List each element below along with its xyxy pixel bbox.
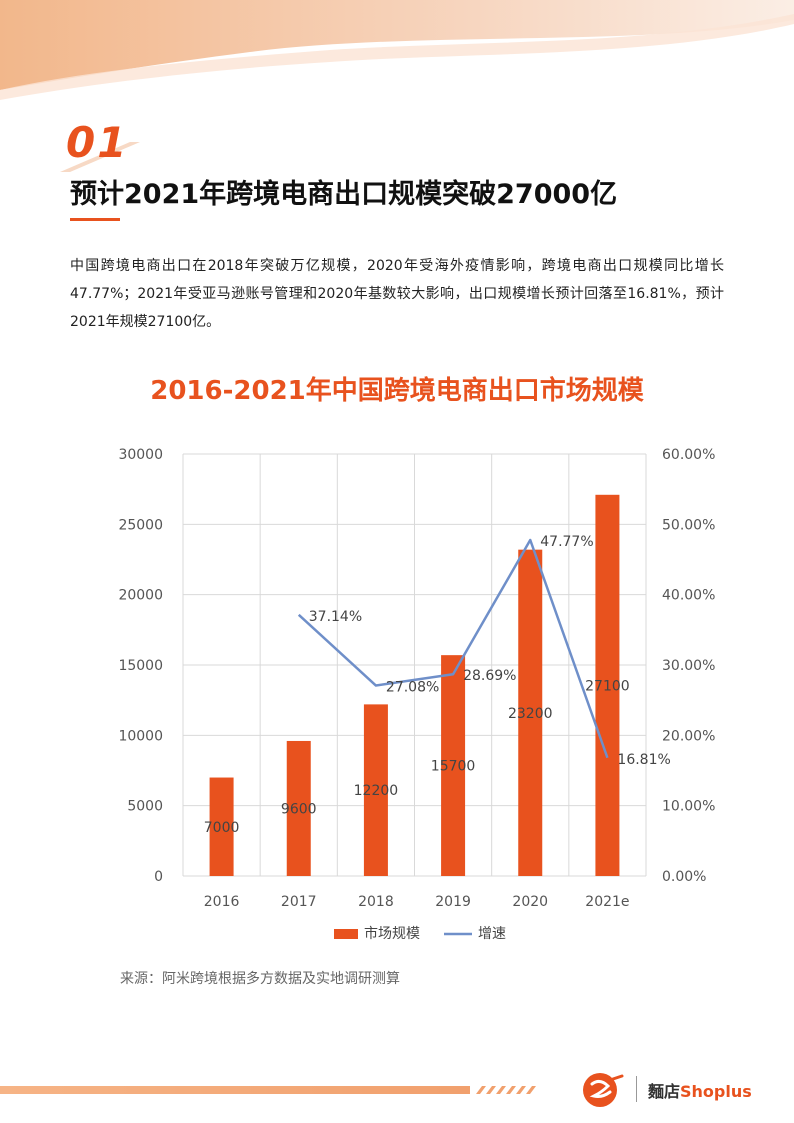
legend-label-bar: 市场规模 [364, 925, 420, 942]
brand-logo-icon [583, 1073, 624, 1107]
bar-value-label: 7000 [204, 820, 240, 836]
x-tick-label: 2019 [435, 894, 471, 910]
body-paragraph: 中国跨境电商出口在2018年突破万亿规模，2020年受海外疫情影响，跨境电商出口… [70, 258, 724, 330]
bar [286, 740, 311, 876]
growth-line [297, 538, 609, 759]
footer-brand-cn: 麵店 [648, 1082, 681, 1101]
y-left-tick-label: 25000 [118, 517, 163, 533]
legend-label-line: 增速 [478, 926, 506, 942]
source-note: 来源：阿米跨境根据多方数据及实地调研测算 [120, 971, 400, 987]
bar-value-label: 9600 [281, 801, 317, 817]
heading-underline [70, 218, 120, 221]
y-right-tick-label: 30.00% [662, 658, 715, 674]
bar-value-label: 15700 [431, 759, 476, 775]
y-left-tick-label: 20000 [118, 588, 163, 604]
line-value-label: 27.08% [386, 680, 439, 696]
x-tick-label: 2018 [358, 894, 394, 910]
x-tick-label: 2017 [281, 894, 317, 910]
y-left-tick-label: 0 [154, 869, 163, 885]
line-value-label: 37.14% [309, 609, 362, 625]
y-left-tick-label: 10000 [118, 728, 163, 744]
section-heading: 预计2021年跨境电商出口规模突破27000亿 [70, 179, 618, 210]
y-right-tick-label: 20.00% [662, 728, 715, 744]
footer-bar [0, 1086, 536, 1094]
x-tick-label: 2016 [204, 894, 240, 910]
bar-value-label: 23200 [508, 706, 553, 722]
y-left-tick-label: 15000 [118, 658, 163, 674]
bar [518, 549, 543, 876]
bar [363, 704, 388, 876]
section-number-stripe [60, 142, 140, 172]
y-left-tick-label: 30000 [118, 447, 163, 463]
y-right-tick-label: 10.00% [662, 799, 715, 815]
market-size-chart: 0 5000 10000 15000 20000 25000 30000 0.00% 10.00… [118, 447, 715, 942]
y-right-tick-label: 50.00% [662, 517, 715, 533]
section-number: 01 [66, 118, 129, 167]
y-right-tick-label: 0.00% [662, 869, 706, 885]
chart-title: 2016-2021年中国跨境电商出口市场规模 [150, 376, 644, 406]
top-wave-decoration [0, 0, 794, 100]
legend-swatch-bar [334, 929, 358, 939]
y-left-tick-label: 5000 [127, 799, 163, 815]
line-value-label: 47.77% [540, 534, 593, 550]
y-right-tick-label: 40.00% [662, 588, 715, 604]
bar-value-label: 12200 [354, 783, 399, 799]
bar-value-label: 27100 [585, 678, 630, 694]
bar [441, 655, 466, 876]
line-value-label: 28.69% [463, 668, 516, 684]
footer-brand-en: Shoplus [680, 1082, 752, 1101]
bar [595, 494, 620, 876]
x-tick-label: 2020 [512, 894, 548, 910]
x-tick-label: 2021e [585, 894, 629, 910]
bar [209, 777, 234, 876]
y-right-tick-label: 60.00% [662, 447, 715, 463]
line-value-label: 16.81% [617, 752, 670, 768]
footer-brand: 麵店Shoplus [648, 1078, 752, 1102]
footer-divider [636, 1076, 637, 1102]
